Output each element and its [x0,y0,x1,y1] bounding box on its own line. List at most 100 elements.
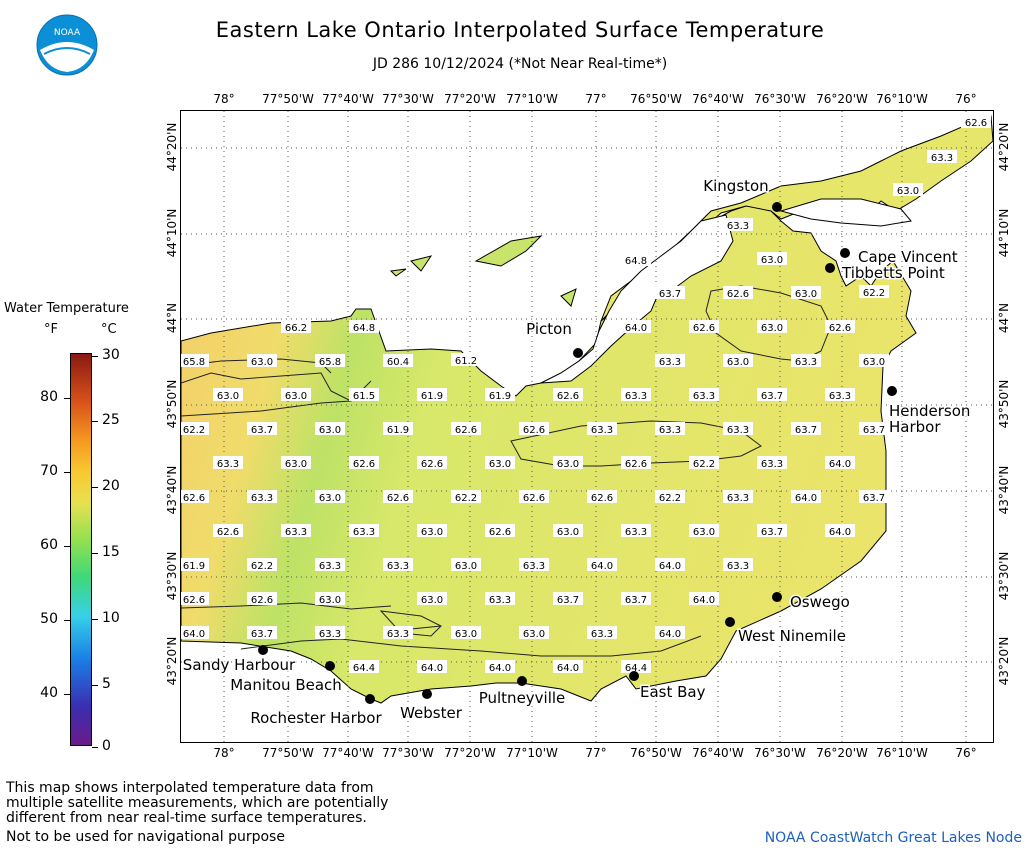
place-label: Sandy Harbour [183,656,296,674]
temperature-label-bg [757,456,787,469]
temperature-label-bg [519,422,549,435]
temperature-label-bg [825,320,855,333]
temperature-label: 63.3 [591,425,613,436]
colorbar-f-label: 40 [40,685,58,701]
temperature-label: 62.2 [251,561,273,572]
temperature-label: 62.6 [387,493,409,504]
temperature-label-bg [349,524,379,537]
temperature-label: 63.3 [251,493,273,504]
place-label: West Ninemile [738,627,846,645]
place-label: Manitou Beach [230,676,342,694]
temperature-label-bg [621,388,651,401]
colorbar-c-label: 0 [102,738,111,754]
temperature-label: 61.5 [353,391,375,402]
temperature-label-bg [281,456,311,469]
temperature-label-bg [417,592,447,605]
temperature-labels: 62.6 63.3 63.0 63.3 64.8 63.0 63.7 62.6 63.0 62.2… [179,115,991,674]
temperature-label-bg [757,320,787,333]
place-marker [772,202,782,212]
temperature-label: 63.7 [557,595,579,606]
colorbar-f-label: 60 [40,537,58,553]
longitude-label: 76° [955,92,977,106]
place-label: Kingston [703,177,768,195]
place-marker [725,617,735,627]
longitude-label: 76°20'W [816,92,868,106]
place-label: Henderson [889,402,970,420]
temperature-label-bg [723,354,753,367]
longitude-label: 78° [213,92,235,106]
temperature-label: 63.3 [795,357,817,368]
temperature-label: 63.3 [693,391,715,402]
temperature-label-bg [553,388,583,401]
place-marker [772,592,782,602]
temperature-label: 63.3 [829,391,851,402]
temperature-label-bg [417,524,447,537]
map-subtitle: JD 286 10/12/2024 (*Not Near Real-time*) [372,56,668,72]
temperature-label: 63.7 [761,527,783,538]
temperature-label: 63.3 [489,595,511,606]
temperature-label: 61.9 [421,391,443,402]
temperature-label: 65.8 [183,357,205,368]
longitude-label: 77°10'W [506,746,558,760]
temperature-label: 62.2 [455,493,477,504]
temperature-label-bg [315,592,345,605]
temperature-label: 63.0 [421,595,443,606]
temperature-label-bg [451,422,481,435]
temperature-label-bg [213,524,243,537]
temperature-label-bg [485,456,515,469]
temperature-label-bg [247,558,277,571]
temperature-label-bg [247,626,277,639]
temperature-label-bg [621,253,651,266]
temperature-label: 64.0 [591,561,613,572]
temperature-label: 63.0 [863,357,885,368]
temperature-label: 66.2 [285,323,307,334]
temperature-label-bg [723,490,753,503]
temperature-label-bg [553,524,583,537]
temperature-label: 63.3 [659,357,681,368]
temperature-label: 62.6 [251,595,273,606]
temperature-label-bg [281,524,311,537]
temperature-label: 63.0 [319,493,341,504]
temperature-label: 60.4 [387,357,409,368]
temperature-label: 64.8 [353,323,375,334]
latitude-label: 44°10'N [165,208,179,258]
temperature-label-bg [655,558,685,571]
temperature-label: 62.2 [693,459,715,470]
temperature-label-bg [213,456,243,469]
temperature-label-bg [485,592,515,605]
longitude-label: 77°40'W [322,92,374,106]
temperature-label: 62.2 [183,425,205,436]
latitude-label: 43°20'N [165,636,179,686]
temperature-label: 63.0 [795,289,817,300]
temperature-label: 64.4 [625,663,647,674]
longitude-label: 76°50'W [630,92,682,106]
temperature-label-bg [179,592,209,605]
temperature-label-bg [179,422,209,435]
temperature-label-bg [723,286,753,299]
temperature-label-bg [655,490,685,503]
temperature-label: 63.3 [625,527,647,538]
temperature-label-bg [927,150,957,163]
temperature-label: 63.0 [761,255,783,266]
temperature-label: 62.6 [727,289,749,300]
temperature-label: 65.8 [319,357,341,368]
longitude-label: 76°20'W [816,746,868,760]
temperature-label-bg [383,490,413,503]
temperature-label-bg [281,320,311,333]
place-label: Webster [400,704,463,722]
latitude-label: 43°30'N [997,551,1011,601]
colorbar-c-label: 25 [102,412,120,428]
temperature-label-bg [349,320,379,333]
longitude-label: 76°30'W [754,746,806,760]
temperature-label: 63.0 [455,561,477,572]
temperature-label-bg [655,626,685,639]
place-marker [422,689,432,699]
temperature-label: 63.0 [897,186,919,197]
temperature-label: 62.6 [693,323,715,334]
temperature-label-bg [757,388,787,401]
latitude-label: 44°N [997,302,1011,334]
temperature-label: 62.6 [183,493,205,504]
temperature-label: 63.3 [387,629,409,640]
place-marker [629,671,639,681]
